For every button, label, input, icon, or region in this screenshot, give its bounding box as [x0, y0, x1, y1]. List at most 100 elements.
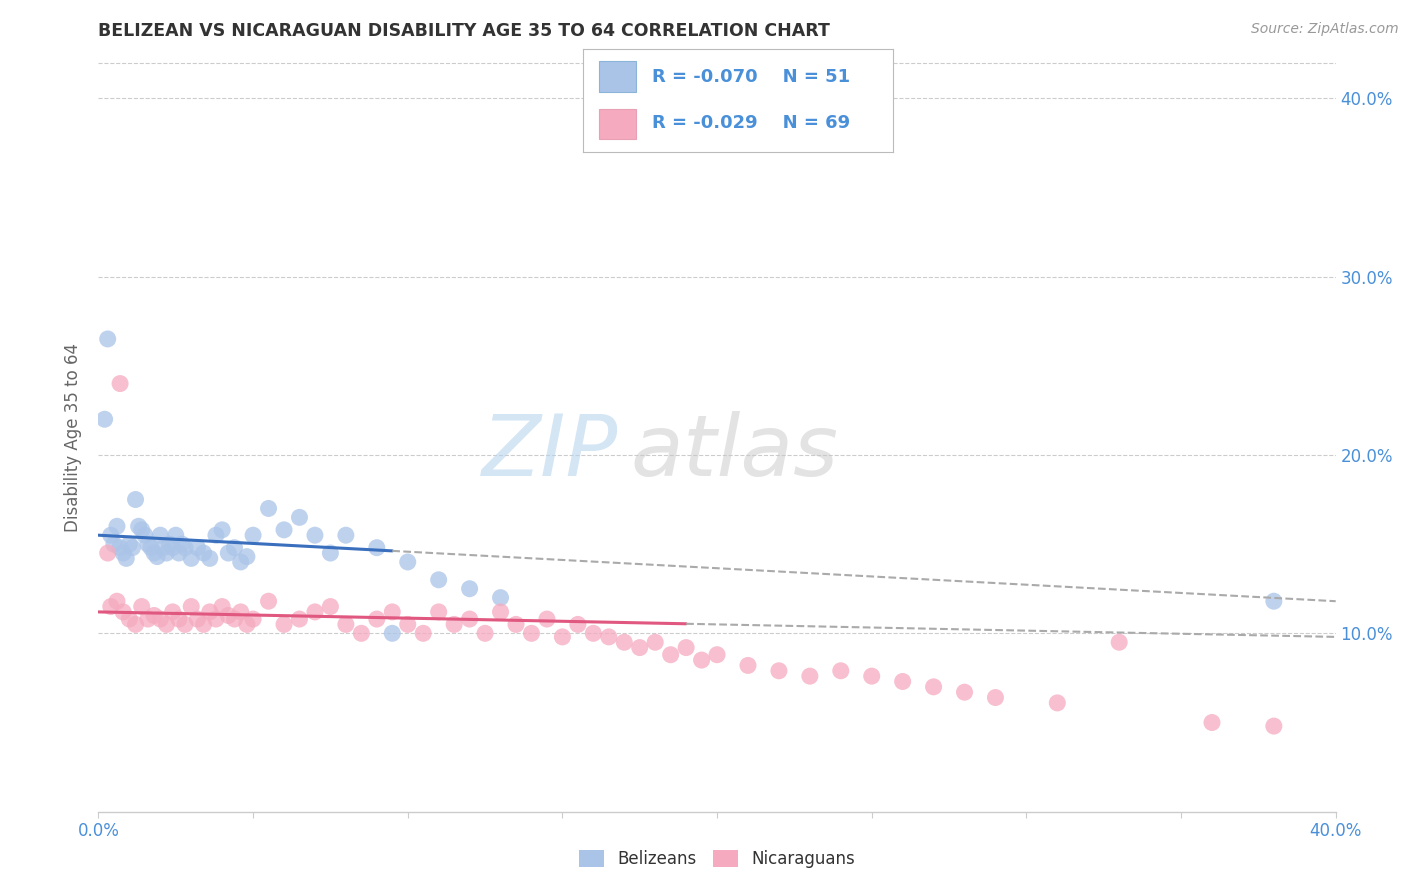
Point — [193, 546, 215, 560]
Point — [737, 658, 759, 673]
Point — [198, 605, 221, 619]
Point — [304, 605, 326, 619]
Point — [211, 599, 233, 614]
Point — [162, 605, 184, 619]
Text: ZIP: ZIP — [482, 410, 619, 493]
Point — [229, 555, 252, 569]
Point — [167, 612, 190, 626]
Point — [128, 519, 150, 533]
Point — [217, 608, 239, 623]
Point — [152, 541, 174, 555]
Bar — [599, 109, 636, 139]
Point — [860, 669, 883, 683]
Point — [505, 617, 527, 632]
Point — [136, 537, 159, 551]
Text: Source: ZipAtlas.com: Source: ZipAtlas.com — [1251, 22, 1399, 37]
Point — [366, 612, 388, 626]
Point — [186, 541, 208, 555]
Point — [97, 332, 120, 346]
Point — [100, 599, 122, 614]
Point — [229, 605, 252, 619]
Point — [1201, 715, 1223, 730]
Point — [273, 617, 295, 632]
Point — [193, 617, 215, 632]
Point — [118, 537, 141, 551]
Point — [984, 690, 1007, 705]
Point — [103, 537, 125, 551]
Point — [412, 626, 434, 640]
Point — [922, 680, 945, 694]
Point — [427, 605, 450, 619]
Point — [124, 617, 146, 632]
Point — [236, 617, 259, 632]
Point — [155, 617, 177, 632]
Text: R = -0.070    N = 51: R = -0.070 N = 51 — [651, 68, 849, 86]
Point — [136, 612, 159, 626]
Point — [443, 617, 465, 632]
Point — [257, 501, 280, 516]
Point — [165, 528, 187, 542]
Point — [170, 537, 193, 551]
Point — [139, 541, 162, 555]
Point — [149, 528, 172, 542]
Point — [335, 528, 357, 542]
Point — [613, 635, 636, 649]
Point — [97, 546, 120, 560]
Point — [582, 626, 605, 640]
Point — [273, 523, 295, 537]
Point — [799, 669, 821, 683]
Point — [644, 635, 666, 649]
Point — [489, 591, 512, 605]
Point — [628, 640, 651, 655]
Point — [112, 546, 135, 560]
Point — [257, 594, 280, 608]
Point — [536, 612, 558, 626]
Point — [174, 617, 197, 632]
Point — [1108, 635, 1130, 649]
Point — [242, 612, 264, 626]
Point — [186, 612, 208, 626]
Point — [598, 630, 620, 644]
Point — [143, 546, 166, 560]
Point — [1263, 719, 1285, 733]
Point — [567, 617, 589, 632]
Point — [149, 612, 172, 626]
Point — [108, 376, 131, 391]
Point — [288, 510, 311, 524]
Point — [131, 599, 153, 614]
Point — [118, 612, 141, 626]
Point — [427, 573, 450, 587]
Point — [396, 555, 419, 569]
Point — [768, 664, 790, 678]
Point — [236, 549, 259, 564]
Point — [217, 546, 239, 560]
Point — [121, 541, 143, 555]
Text: R = -0.029    N = 69: R = -0.029 N = 69 — [651, 114, 849, 132]
Point — [891, 674, 914, 689]
Point — [304, 528, 326, 542]
Point — [830, 664, 852, 678]
Point — [105, 594, 128, 608]
Point — [205, 528, 228, 542]
Point — [115, 551, 138, 566]
Point — [93, 412, 115, 426]
Text: atlas: atlas — [630, 410, 838, 493]
Point — [953, 685, 976, 699]
Point — [551, 630, 574, 644]
Point — [366, 541, 388, 555]
Point — [319, 599, 342, 614]
Point — [706, 648, 728, 662]
Point — [134, 528, 156, 542]
Point — [224, 612, 246, 626]
Y-axis label: Disability Age 35 to 64: Disability Age 35 to 64 — [65, 343, 83, 532]
Point — [143, 608, 166, 623]
Point — [155, 546, 177, 560]
Bar — [599, 62, 636, 92]
Point — [690, 653, 713, 667]
Point — [131, 523, 153, 537]
Point — [112, 605, 135, 619]
Text: BELIZEAN VS NICARAGUAN DISABILITY AGE 35 TO 64 CORRELATION CHART: BELIZEAN VS NICARAGUAN DISABILITY AGE 35… — [98, 22, 831, 40]
Point — [319, 546, 342, 560]
Point — [350, 626, 373, 640]
Point — [458, 612, 481, 626]
